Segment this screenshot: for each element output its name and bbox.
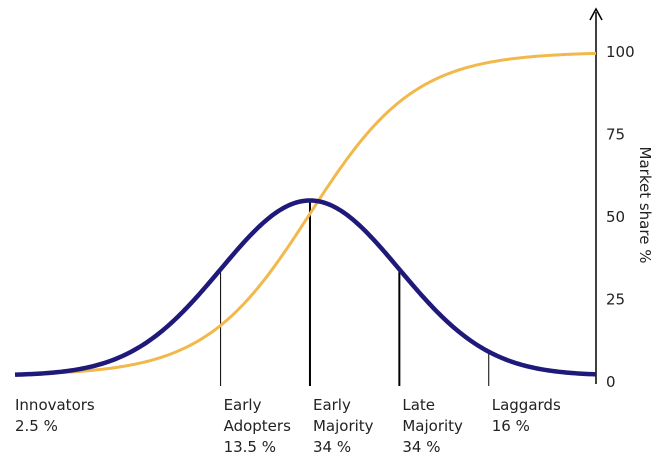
segment-label: Laggards — [492, 396, 561, 414]
y-tick-label: 100 — [606, 43, 635, 61]
segment-label: 34 % — [313, 438, 351, 456]
cumulative-adoption-curve — [14, 51, 597, 376]
segment-label: Adopters — [224, 417, 291, 435]
segment-labels: Innovators 2.5 % Early Adopters 13.5 % Early M… — [15, 396, 561, 456]
segment-label: 13.5 % — [224, 438, 276, 456]
y-axis-title: Market share % — [636, 147, 654, 264]
segment-label: Early — [224, 396, 262, 414]
segment-label: Late — [402, 396, 435, 414]
y-tick-labels: 0 25 50 75 100 — [606, 43, 635, 391]
segment-label: 2.5 % — [15, 417, 58, 435]
y-axis-arrow-icon — [589, 7, 603, 21]
segment-dividers — [220, 200, 490, 386]
y-tick-label: 25 — [606, 291, 625, 309]
y-tick-label: 0 — [606, 373, 616, 391]
segment-label: Majority — [402, 417, 463, 435]
y-axis — [589, 7, 603, 384]
segment-label: Innovators — [15, 396, 95, 414]
segment-label: 16 % — [492, 417, 530, 435]
adoption-bell-curve — [14, 198, 597, 377]
segment-label: 34 % — [402, 438, 440, 456]
y-tick-label: 75 — [606, 126, 625, 144]
y-tick-label: 50 — [606, 208, 625, 226]
segment-label: Early — [313, 396, 351, 414]
segment-label: Majority — [313, 417, 374, 435]
